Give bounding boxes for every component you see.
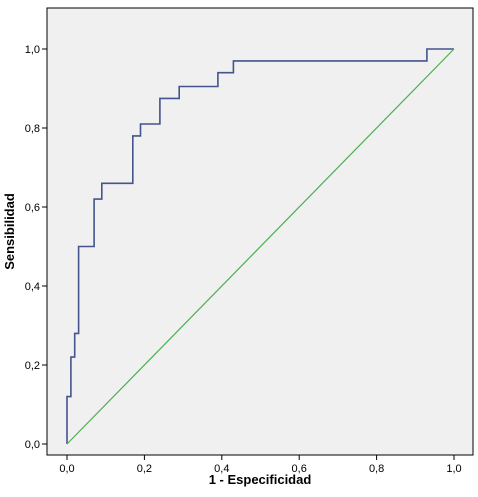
x-tick-label: 0,0 xyxy=(59,463,74,475)
y-tick-label: 1,0 xyxy=(25,44,40,56)
x-tick-label: 0,4 xyxy=(214,463,229,475)
x-tick-label: 0,8 xyxy=(369,463,384,475)
y-tick-label: 0,8 xyxy=(25,123,40,135)
y-tick-label: 0,6 xyxy=(25,202,40,214)
x-tick-label: 0,6 xyxy=(292,463,307,475)
x-tick-label: 1,0 xyxy=(446,463,461,475)
plot-area xyxy=(47,8,473,455)
y-tick-label: 0,0 xyxy=(25,439,40,451)
reference-diagonal-line xyxy=(66,48,455,445)
y-tick-label: 0,4 xyxy=(25,281,40,293)
y-tick-label: 0,2 xyxy=(25,360,40,372)
series-layer xyxy=(66,48,455,445)
plot-frame xyxy=(46,7,474,456)
roc-curve-line xyxy=(66,48,454,444)
y-axis-title: Sensibilidad xyxy=(2,193,17,270)
x-tick-label: 0,2 xyxy=(137,463,152,475)
axis-ticks: 0,0 0,2 0,4 0,6 0,8 1,0 0,0 0,2 0,4 0,6 0,8 1,0 xyxy=(25,44,462,475)
x-axis-title: 1 - Especificidad xyxy=(209,472,312,487)
